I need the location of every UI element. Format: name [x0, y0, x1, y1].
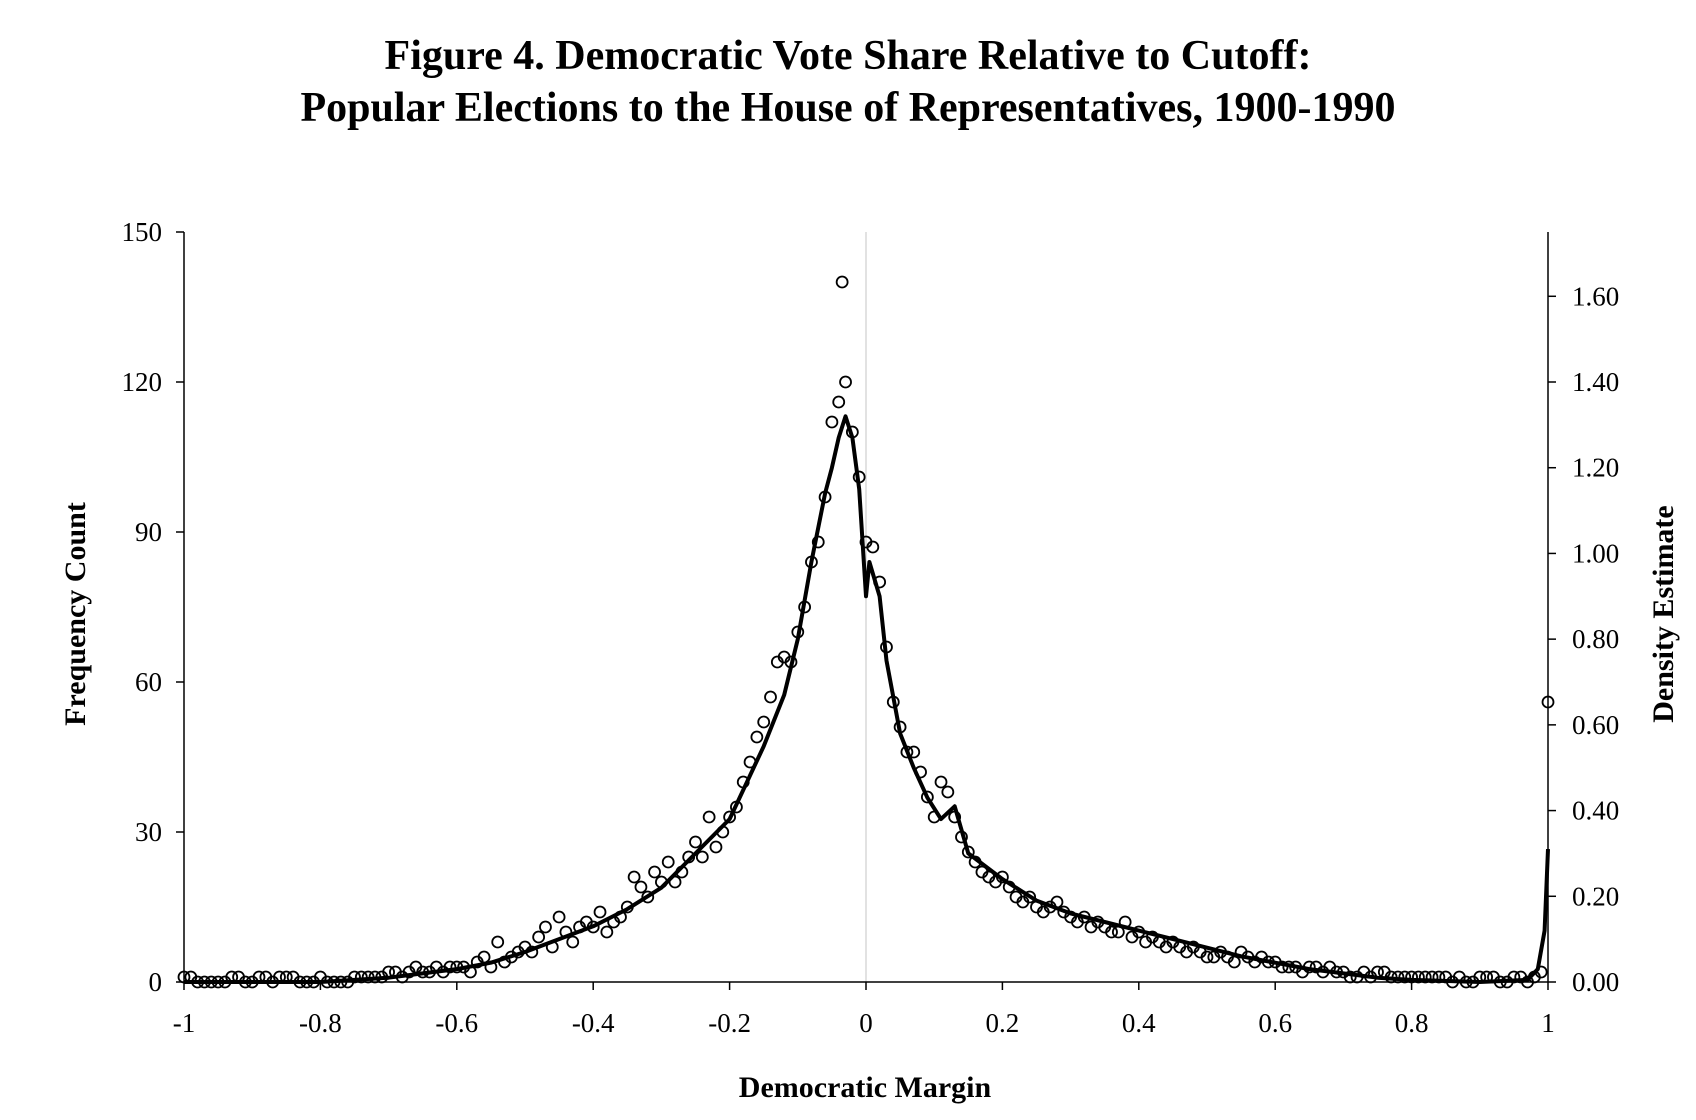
- frequency-point: [492, 937, 503, 948]
- y-right-tick-label: 0.60: [1572, 710, 1619, 740]
- y-right-tick-label: 0.00: [1572, 967, 1619, 997]
- x-tick-label: 0: [859, 1008, 873, 1038]
- frequency-point: [649, 867, 660, 878]
- frequency-point: [690, 837, 701, 848]
- x-tick-label: 0.8: [1395, 1008, 1429, 1038]
- y-axis-left-label: Frequency Count: [59, 502, 92, 726]
- tick-labels: -1 -0.8 -0.6 -0.4 -0.2 0 0.2 0.4 0.6 0.8 1 0 30 60 90 1…: [122, 217, 1620, 1038]
- frequency-point: [595, 907, 606, 918]
- y-left-tick-label: 0: [149, 967, 163, 997]
- y-left-tick-label: 150: [122, 217, 163, 247]
- frequency-point: [833, 397, 844, 408]
- frequency-point: [758, 717, 769, 728]
- frequency-point: [601, 927, 612, 938]
- frequency-point: [533, 932, 544, 943]
- x-tick-label: -0.2: [708, 1008, 751, 1038]
- y-right-tick-label: 1.40: [1572, 367, 1619, 397]
- frequency-point: [710, 842, 721, 853]
- y-right-tick-label: 1.20: [1572, 453, 1619, 483]
- frequency-point: [540, 922, 551, 933]
- y-left-tick-label: 30: [135, 817, 162, 847]
- axes: [176, 232, 1556, 990]
- x-tick-label: -0.8: [299, 1008, 342, 1038]
- x-axis-label: Democratic Margin: [739, 1071, 992, 1104]
- frequency-point: [567, 937, 578, 948]
- y-axis-right-label: Density Estimate: [1647, 505, 1680, 722]
- y-left-tick-label: 90: [135, 517, 162, 547]
- x-tick-label: 1: [1541, 1008, 1555, 1038]
- x-tick-label: 0.2: [986, 1008, 1020, 1038]
- y-right-tick-label: 0.80: [1572, 624, 1619, 654]
- frequency-point: [751, 732, 762, 743]
- y-right-tick-label: 1.00: [1572, 538, 1619, 568]
- frequency-point: [554, 912, 565, 923]
- y-left-tick-label: 60: [135, 667, 162, 697]
- frequency-point: [765, 692, 776, 703]
- y-right-tick-label: 1.60: [1572, 281, 1619, 311]
- x-tick-label: -0.6: [435, 1008, 478, 1038]
- x-tick-label: -1: [173, 1008, 196, 1038]
- y-left-tick-label: 120: [122, 367, 163, 397]
- frequency-point: [837, 277, 848, 288]
- frequency-point: [826, 417, 837, 428]
- frequency-point: [635, 882, 646, 893]
- x-tick-label: -0.4: [572, 1008, 615, 1038]
- y-right-tick-label: 0.20: [1572, 881, 1619, 911]
- frequency-point: [942, 787, 953, 798]
- frequency-point: [629, 872, 640, 883]
- frequency-point: [704, 812, 715, 823]
- y-right-tick-label: 0.40: [1572, 796, 1619, 826]
- frequency-point: [936, 777, 947, 788]
- frequency-point: [663, 857, 674, 868]
- x-tick-label: 0.4: [1122, 1008, 1156, 1038]
- x-tick-label: 0.6: [1258, 1008, 1292, 1038]
- frequency-point: [840, 377, 851, 388]
